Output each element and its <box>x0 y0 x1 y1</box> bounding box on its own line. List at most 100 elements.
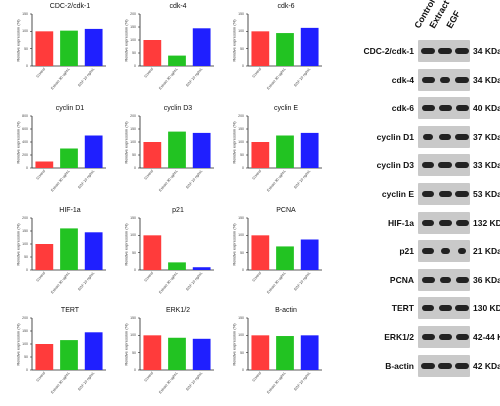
chart-title: HIF-1a <box>59 207 81 214</box>
chart-title: cyclin D1 <box>55 105 85 112</box>
blot-band <box>455 276 469 283</box>
bar-egf <box>192 338 211 370</box>
x-tick-label: Control <box>252 371 263 383</box>
blot-band <box>422 162 434 169</box>
bar-control <box>143 40 162 66</box>
chart-plot: Control Extract 30 ug/mL EGF 10 ng/mL <box>246 217 322 294</box>
y-tick-label: 100 <box>238 140 244 144</box>
bar-egf <box>84 135 103 168</box>
y-tick-label: 0 <box>242 166 244 170</box>
bar-egf <box>300 335 319 370</box>
blot-protein-label: cyclin D1 <box>376 131 414 142</box>
blot-band <box>423 133 433 140</box>
x-tick-label: EGF 10 ng/mL <box>293 169 311 189</box>
blot-protein-label: cdk-6 <box>391 103 414 114</box>
bar-extract <box>60 30 78 66</box>
bar-egf <box>192 132 211 168</box>
blot-band <box>422 219 434 226</box>
blot-strip <box>418 297 470 320</box>
western-blot-panel: Control Extract EGF CDC-2/cdk-1 34 KDa cdk… <box>356 0 500 398</box>
x-tick-label: Control <box>144 67 155 79</box>
x-tick-label: Extract 30 ug/mL <box>50 371 71 394</box>
bar-control <box>35 161 54 168</box>
bar-control <box>143 235 162 270</box>
bar-control <box>35 244 54 270</box>
chart-hif-1a: Control Extract 30 ug/mL EGF 10 ng/mL HIF-1… <box>6 206 110 306</box>
chart-cyclin-e: Control Extract 30 ug/mL EGF 10 ng/mL cycli… <box>222 104 326 204</box>
y-tick-label: 100 <box>22 29 28 34</box>
x-tick-label: EGF 10 ng/mL <box>77 169 95 189</box>
blot-strip <box>418 125 470 148</box>
bar-extract <box>168 55 186 66</box>
blot-band <box>422 248 434 255</box>
y-tick-label: 200 <box>130 114 136 118</box>
bar-egf <box>84 232 103 270</box>
y-tick-label: 150 <box>238 12 244 16</box>
chart-tert: Control Extract 30 ug/mL EGF 10 ng/mL TERT R… <box>6 306 110 406</box>
y-axis-label: Relative expression (%) <box>231 19 237 62</box>
bar-extract <box>168 337 186 370</box>
x-tick-label: Extract 30 ug/mL <box>50 169 71 192</box>
blot-band <box>455 362 469 369</box>
bar-egf <box>300 27 319 66</box>
x-tick-label: EGF 10 ng/mL <box>293 371 311 391</box>
y-tick-label: 0 <box>242 64 244 68</box>
blot-protein-label: p21 <box>399 246 414 257</box>
blot-strip <box>418 326 470 348</box>
x-tick-label: EGF 10 ng/mL <box>185 67 203 87</box>
bar-control <box>143 335 162 370</box>
blot-kda-label: 33 KDa <box>473 160 500 171</box>
y-tick-label: 0 <box>134 64 136 68</box>
y-tick-label: 150 <box>130 25 136 29</box>
chart-title: cyclin D3 <box>163 105 193 112</box>
y-axis-label: Relative expression (%) <box>231 323 237 366</box>
chart-plot: Control Extract 30 ug/mL EGF 10 ng/mL <box>246 115 322 192</box>
y-tick-label: 200 <box>238 114 244 118</box>
blot-band <box>422 305 434 312</box>
blot-band <box>455 48 469 54</box>
chart-plot: Control Extract 30 ug/mL EGF 10 ng/mL <box>30 217 106 294</box>
x-tick-label: Extract 30 ug/mL <box>50 67 71 90</box>
blot-strip <box>418 268 470 291</box>
y-tick-label: 50 <box>132 51 136 55</box>
bar-control <box>143 142 162 168</box>
chart-cyclin-d1: Control Extract 30 ug/mL EGF 10 ng/mL cycli… <box>6 104 110 204</box>
blot-band <box>458 248 466 255</box>
blot-band <box>455 219 469 226</box>
blot-band <box>438 191 452 197</box>
y-tick-label: 150 <box>130 127 136 131</box>
blot-protein-label: cyclin D3 <box>376 160 414 171</box>
y-tick-label: 150 <box>130 316 136 320</box>
x-tick-label: Extract 30 ug/mL <box>158 67 179 90</box>
blot-protein-label: cdk-4 <box>391 74 414 85</box>
y-tick-label: 50 <box>24 355 28 359</box>
y-tick-label: 0 <box>242 268 244 272</box>
blot-kda-label: 42-44 KDa <box>473 332 500 342</box>
blot-kda-label: 42 KDa <box>473 360 500 371</box>
blot-kda-label: 130 KDa <box>473 303 500 314</box>
chart-cdk-4: Control Extract 30 ug/mL EGF 10 ng/mL cdk-4… <box>114 2 218 102</box>
bar-control <box>251 235 270 270</box>
blot-header-egf: EGF <box>444 8 463 30</box>
blot-strip <box>418 354 470 377</box>
x-tick-label: Control <box>252 271 263 283</box>
chart-p21: Control Extract 30 ug/mL EGF 10 ng/mL p21 Re… <box>114 206 218 306</box>
chart-plot: Control Extract 30 ug/mL EGF 10 ng/mL <box>138 217 214 294</box>
y-tick-label: 800 <box>22 114 28 118</box>
x-tick-label: Extract 30 ug/mL <box>158 371 179 394</box>
bar-control <box>35 344 54 370</box>
chart-title: B-actin <box>275 307 297 314</box>
blot-band <box>421 76 435 83</box>
chart-title: p21 <box>172 207 184 214</box>
blot-band <box>440 248 450 255</box>
blot-kda-label: 34 KDa <box>473 74 500 85</box>
x-tick-label: Control <box>252 169 263 181</box>
blot-strip <box>418 183 470 205</box>
chart-cyclin-d3: Control Extract 30 ug/mL EGF 10 ng/mL cycli… <box>114 104 218 204</box>
x-tick-label: Control <box>144 371 155 383</box>
x-tick-label: Extract 30 ug/mL <box>266 371 287 394</box>
chart-title: PCNA <box>276 207 296 214</box>
y-tick-label: 50 <box>240 350 244 355</box>
blot-strip <box>418 68 470 91</box>
bar-extract <box>60 228 78 270</box>
